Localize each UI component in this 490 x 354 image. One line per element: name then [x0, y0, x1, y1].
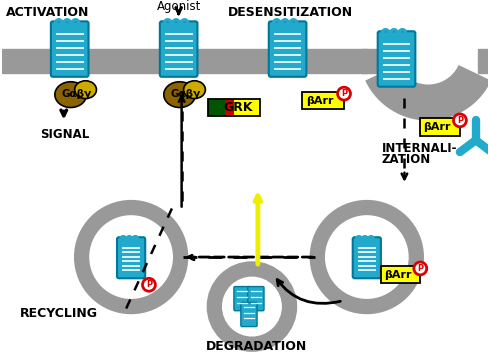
Text: INTERNALI-: INTERNALI- [382, 142, 457, 155]
Text: P: P [341, 89, 347, 98]
Circle shape [143, 278, 155, 291]
FancyBboxPatch shape [248, 286, 264, 311]
FancyBboxPatch shape [160, 21, 197, 77]
Ellipse shape [184, 81, 205, 99]
Circle shape [82, 207, 181, 307]
Circle shape [318, 207, 416, 307]
Text: P: P [457, 116, 463, 125]
Text: P: P [417, 264, 423, 273]
Circle shape [453, 114, 466, 127]
Text: βArr: βArr [423, 122, 451, 132]
Bar [478, 49, 488, 73]
FancyBboxPatch shape [117, 237, 145, 278]
FancyBboxPatch shape [234, 286, 250, 311]
Bar [208, 99, 225, 116]
Bar [302, 92, 344, 109]
Text: DESENSITIZATION: DESENSITIZATION [228, 6, 353, 18]
Ellipse shape [74, 81, 97, 99]
Circle shape [338, 87, 350, 100]
FancyBboxPatch shape [241, 302, 257, 327]
Bar [381, 267, 420, 283]
Circle shape [414, 262, 427, 275]
Text: SIGNAL: SIGNAL [40, 128, 89, 141]
Text: GRK: GRK [223, 101, 253, 114]
FancyBboxPatch shape [378, 31, 416, 87]
FancyBboxPatch shape [51, 21, 89, 77]
Bar [420, 118, 460, 136]
FancyBboxPatch shape [269, 21, 306, 77]
FancyBboxPatch shape [353, 237, 381, 278]
Bar [225, 99, 234, 116]
Ellipse shape [55, 82, 87, 108]
Bar [362, 49, 392, 73]
Text: RECYCLING: RECYCLING [20, 307, 98, 320]
Text: Agonist: Agonist [156, 0, 201, 12]
Text: P: P [146, 280, 152, 289]
Circle shape [214, 269, 290, 344]
Text: Gαβγ: Gαβγ [171, 88, 201, 99]
Bar [234, 99, 260, 116]
Text: DEGRADATION: DEGRADATION [206, 340, 308, 353]
Bar [2, 49, 367, 73]
Bar [208, 99, 260, 116]
Text: Gαβγ: Gαβγ [62, 88, 92, 99]
Text: ACTIVATION: ACTIVATION [6, 6, 90, 18]
Text: βArr: βArr [307, 96, 334, 105]
Ellipse shape [164, 82, 196, 108]
Text: βArr: βArr [384, 270, 411, 280]
Text: ZATION: ZATION [382, 154, 431, 166]
